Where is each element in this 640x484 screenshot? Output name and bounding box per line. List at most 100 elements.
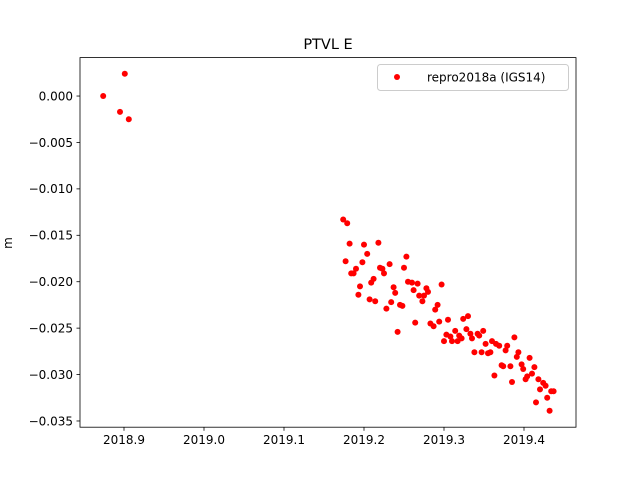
data-point <box>469 335 475 342</box>
data-point <box>518 361 525 368</box>
data-point <box>500 363 507 370</box>
legend-box <box>377 64 569 91</box>
data-point <box>471 349 478 356</box>
plot-frame <box>79 57 577 428</box>
data-point <box>425 288 431 295</box>
data-point <box>125 116 132 123</box>
y-tick-label: −0.010 <box>29 182 73 196</box>
data-point <box>412 319 419 326</box>
data-point <box>447 333 454 340</box>
data-point <box>414 280 421 287</box>
legend-marker-icon <box>394 74 400 80</box>
x-axis-ticks: 2018.9 2019.0 2019.1 2019.2 2019.3 2019.4 <box>103 427 545 447</box>
data-point <box>372 298 379 305</box>
y-tick-label: −0.020 <box>29 275 73 289</box>
x-tick-label: 2019.4 <box>503 433 545 447</box>
data-point <box>546 407 553 414</box>
y-tick-label: −0.035 <box>29 414 73 428</box>
data-point <box>353 265 359 272</box>
data-point <box>482 340 489 347</box>
data-point <box>361 241 367 248</box>
data-point <box>340 216 347 223</box>
data-point <box>366 296 373 303</box>
data-point <box>476 332 483 339</box>
data-point <box>403 253 410 260</box>
y-tick-label: −0.005 <box>29 136 73 150</box>
data-points <box>100 70 557 414</box>
data-point <box>401 264 407 271</box>
data-point <box>504 342 511 349</box>
data-point <box>463 326 470 333</box>
data-point <box>441 338 447 345</box>
data-point <box>535 376 542 383</box>
data-point <box>342 258 349 265</box>
data-point <box>542 382 549 389</box>
data-point <box>359 259 366 266</box>
data-point <box>416 292 423 299</box>
data-point <box>509 378 515 385</box>
data-point <box>381 270 387 277</box>
y-tick-label: −0.030 <box>29 368 73 382</box>
data-point <box>487 349 494 356</box>
y-axis-label: m <box>1 237 15 249</box>
data-point <box>531 364 538 371</box>
data-point <box>533 399 539 406</box>
x-tick-label: 2018.9 <box>103 433 145 447</box>
data-point <box>432 306 439 313</box>
chart-title: PTVL E <box>303 37 352 53</box>
data-point <box>390 284 397 291</box>
y-tick-label: −0.025 <box>29 321 73 335</box>
data-point <box>544 394 551 401</box>
y-axis-ticks: 0.000 −0.005 −0.010 −0.015 −0.020 −0.025 −0.03… <box>29 89 80 428</box>
data-point <box>368 279 375 286</box>
legend: repro2018a (IGS14) <box>377 64 569 91</box>
data-point <box>410 287 417 294</box>
x-tick-label: 2019.1 <box>263 433 305 447</box>
data-point <box>350 270 357 277</box>
data-point <box>364 250 371 257</box>
data-point <box>344 220 351 227</box>
data-point <box>379 265 386 272</box>
x-tick-label: 2019.0 <box>183 433 225 447</box>
y-tick-label: −0.015 <box>29 229 73 243</box>
data-point <box>550 388 557 395</box>
data-point <box>496 342 503 349</box>
data-point <box>430 323 437 330</box>
data-point <box>452 327 459 334</box>
data-point <box>491 372 498 379</box>
data-point <box>449 338 455 345</box>
legend-label: repro2018a (IGS14) <box>427 71 545 85</box>
data-point <box>511 334 518 341</box>
data-point <box>507 363 514 370</box>
data-point <box>526 354 533 361</box>
data-point <box>467 330 474 337</box>
data-point <box>394 328 401 335</box>
y-tick-label: 0.000 <box>39 89 73 103</box>
x-tick-label: 2019.3 <box>423 433 465 447</box>
data-point <box>434 301 441 308</box>
data-point <box>121 70 128 77</box>
data-point <box>392 289 399 296</box>
data-point <box>375 239 382 246</box>
data-point <box>409 279 415 286</box>
data-point <box>478 349 485 356</box>
data-point <box>436 318 443 325</box>
data-point <box>480 327 487 334</box>
data-point <box>529 370 535 377</box>
data-point <box>419 298 426 305</box>
data-point <box>465 313 471 320</box>
data-point <box>522 376 529 383</box>
data-point <box>357 283 363 290</box>
data-point <box>460 315 467 322</box>
data-point <box>458 335 465 342</box>
data-point <box>399 302 406 309</box>
data-point <box>445 316 451 323</box>
data-point <box>513 353 520 360</box>
data-point <box>537 386 543 393</box>
data-point <box>100 93 107 100</box>
data-point <box>520 365 527 372</box>
data-point <box>502 347 509 354</box>
data-point <box>355 291 362 298</box>
data-point <box>386 261 393 268</box>
